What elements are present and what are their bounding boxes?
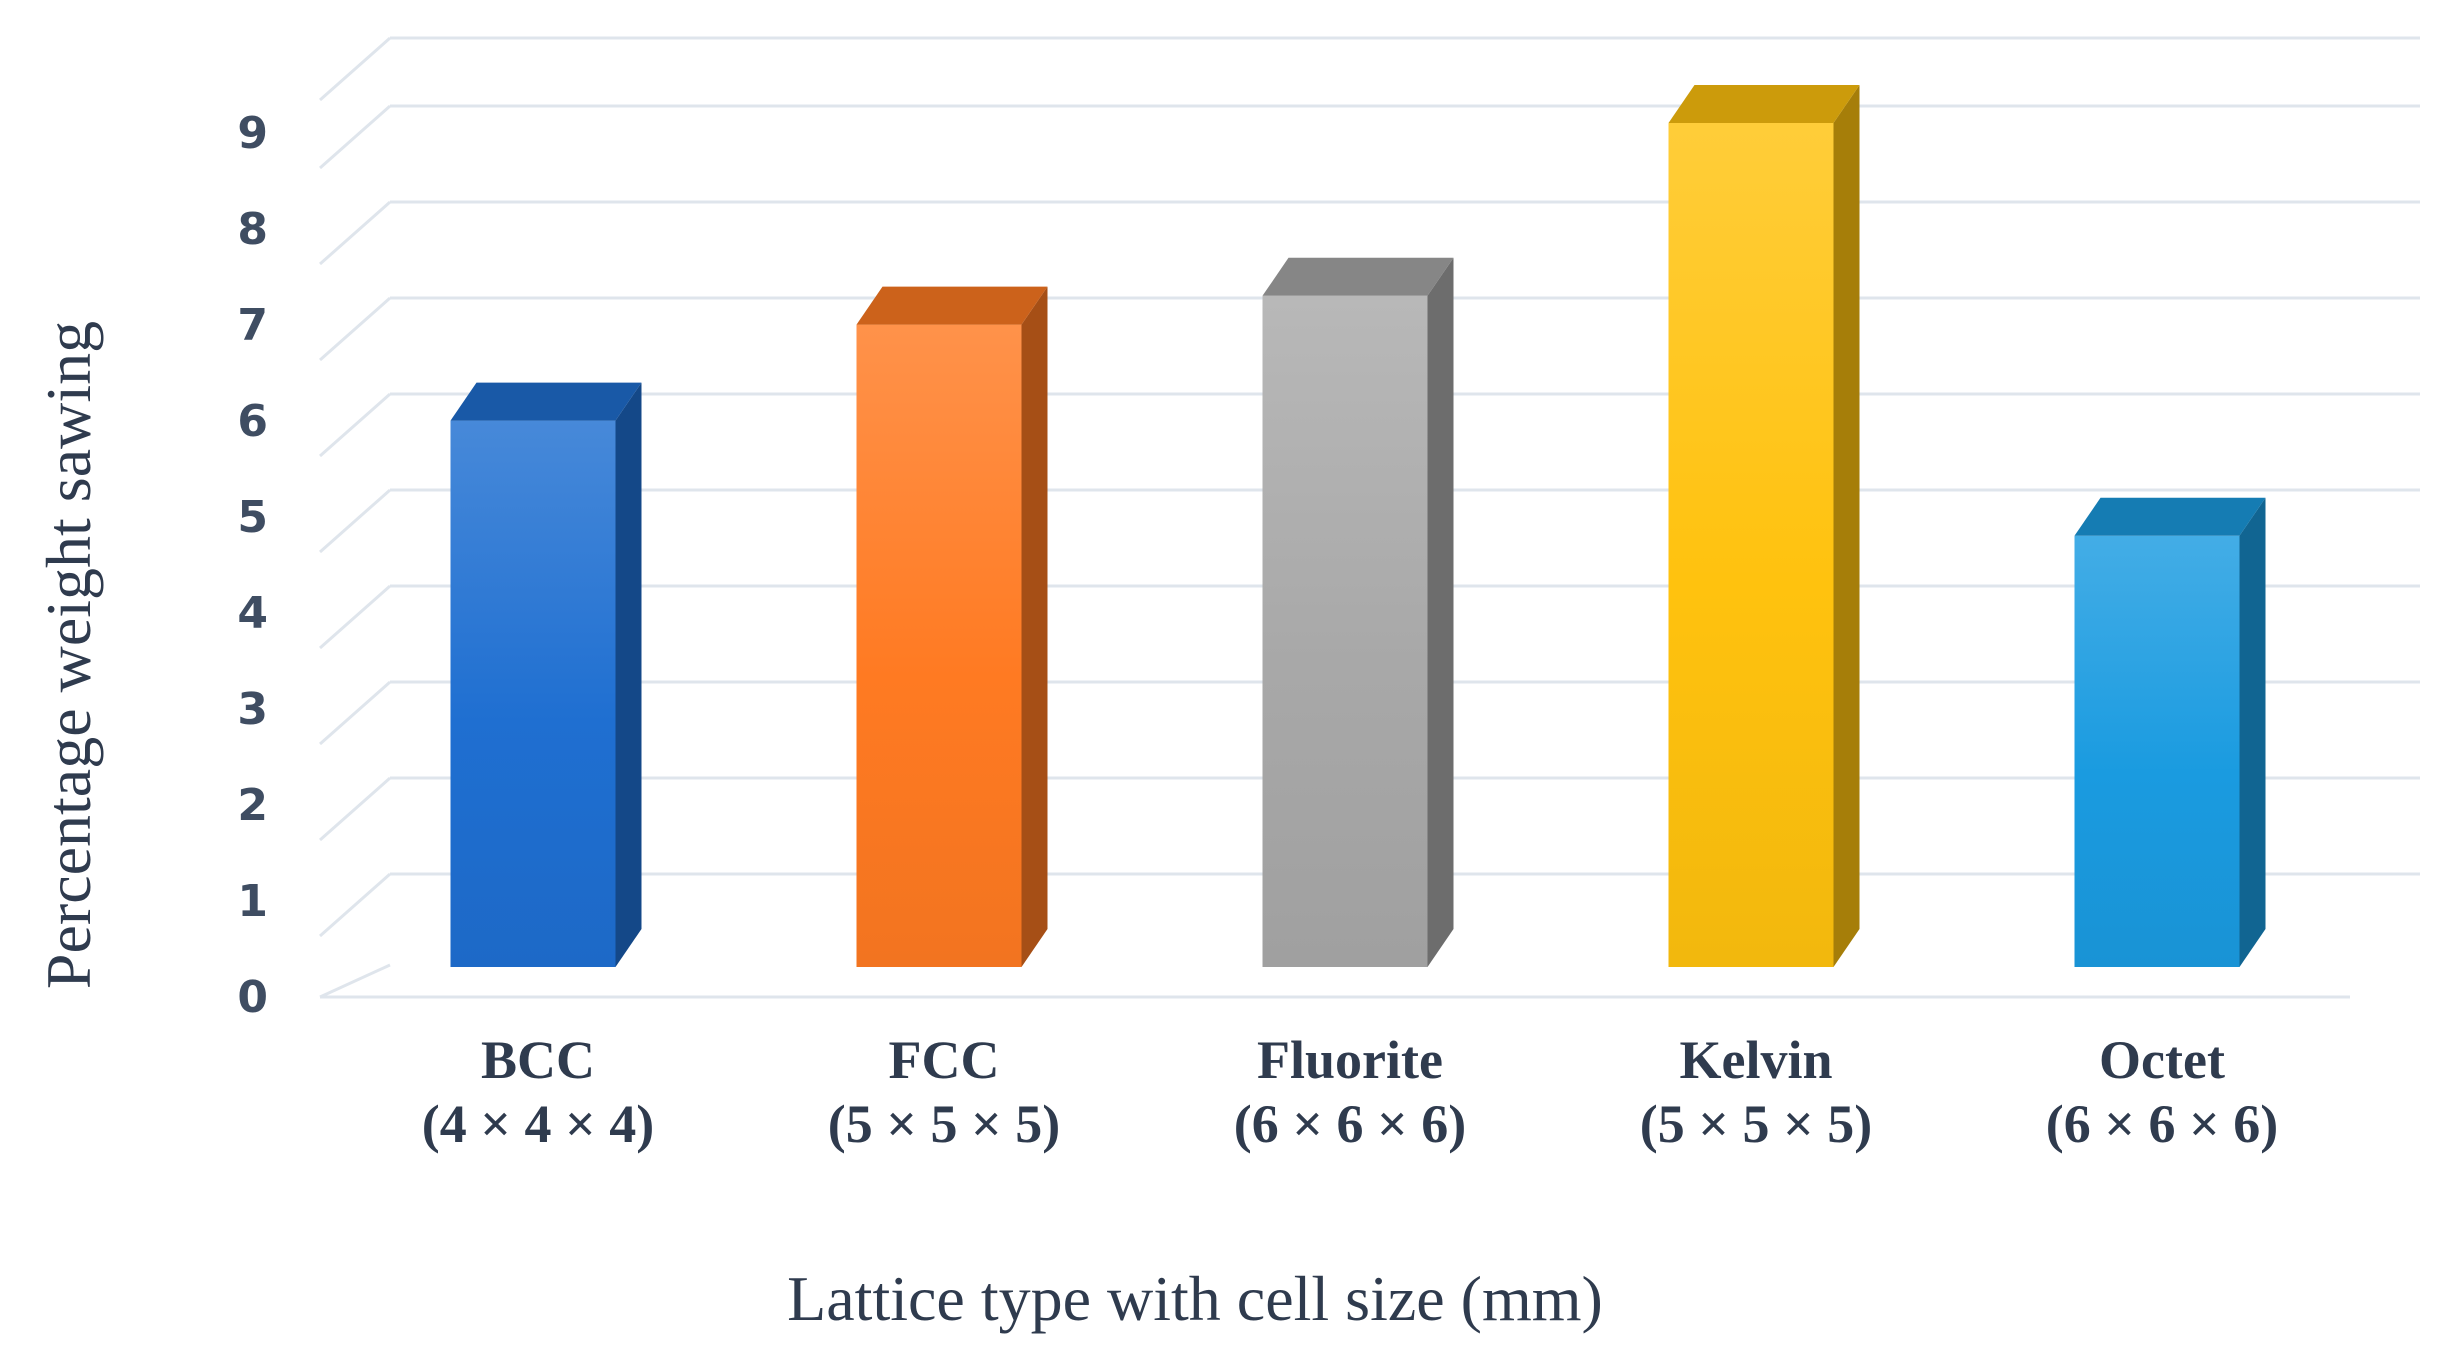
x-tick-label: Octet [2099,1030,2225,1090]
gridline-side [319,776,391,842]
gridline-side [319,488,391,554]
bar-side-fluorite [1427,257,1454,967]
bar-fcc [856,324,1022,968]
y-tick-label: 4 [237,588,268,639]
x-tick-size-label: (6 × 6 × 6) [1234,1094,1467,1154]
y-tick-label: 2 [237,780,268,831]
y-axis-title: Percentage weight sawing [33,321,104,989]
gridline-side [319,872,391,938]
gridline-side [319,392,391,458]
bar-fluorite [1262,295,1428,967]
x-tick-size-label: (4 × 4 × 4) [422,1094,655,1154]
y-tick-label: 9 [237,108,268,159]
bar-kelvin [1668,123,1834,967]
bar-top-fcc [856,286,1048,325]
bar-octet [2074,535,2240,967]
bar-top-bcc [450,382,642,421]
y-tick-label: 8 [237,204,268,255]
y-tick-label: 7 [237,300,268,351]
bar-top-kelvin [1668,85,1860,123]
y-tick-label: 0 [237,972,268,1023]
x-tick-size-label: (6 × 6 × 6) [2046,1094,2279,1154]
bar-top-octet [2074,497,2266,536]
x-axis-labels: BCC(4 × 4 × 4)FCC(5 × 5 × 5)Fluorite(6 ×… [422,1030,2279,1154]
gridline-side [319,36,391,102]
y-tick-label: 3 [237,684,268,735]
x-axis-title: Lattice type with cell size (mm) [787,1263,1603,1334]
bar-side-kelvin [1833,85,1860,967]
bar-bcc [450,420,616,968]
y-axis-ticks: 0 1 2 3 4 5 6 7 8 9 [237,108,268,1023]
x-tick-size-label: (5 × 5 × 5) [1640,1094,1873,1154]
gridline-side [319,200,391,266]
bar-side-octet [2239,497,2266,967]
bar-side-fcc [1021,286,1048,968]
gridline-side [319,584,391,650]
gridline-side [319,680,391,746]
bar-side-bcc [615,382,642,968]
y-tick-label: 6 [237,396,268,447]
gridline-side [319,104,391,170]
x-tick-label: FCC [889,1030,1000,1090]
gridline-side [319,296,391,362]
y-tick-label: 1 [237,876,268,927]
x-tick-size-label: (5 × 5 × 5) [828,1094,1061,1154]
x-tick-label: Fluorite [1257,1030,1443,1090]
bars [450,85,2266,968]
x-tick-label: Kelvin [1679,1030,1832,1090]
x-tick-label: BCC [481,1030,595,1090]
bar-top-fluorite [1262,257,1454,296]
y-tick-label: 5 [237,492,268,543]
floor-side-line [319,963,391,999]
